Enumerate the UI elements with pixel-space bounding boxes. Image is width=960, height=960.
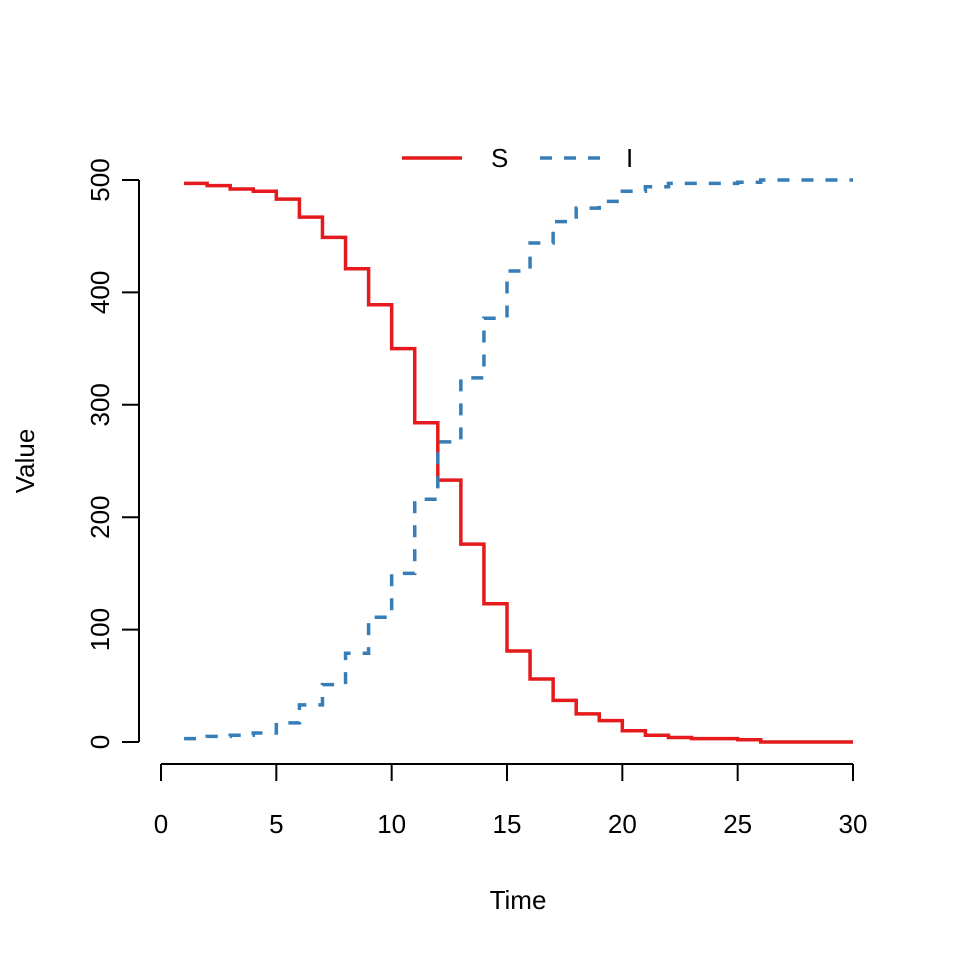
y-axis-title: Value <box>10 429 40 494</box>
legend-label-s: S <box>491 143 508 173</box>
plot-area <box>184 178 853 744</box>
y-tick-label: 200 <box>85 496 115 539</box>
y-tick-label: 0 <box>85 735 115 749</box>
x-axis-title: Time <box>490 885 547 915</box>
y-tick-label: 400 <box>85 271 115 314</box>
x-tick-label: 25 <box>723 809 752 839</box>
y-tick-label: 100 <box>85 608 115 651</box>
series-line-s <box>184 181 853 744</box>
x-tick-label: 30 <box>839 809 868 839</box>
x-tick-label: 10 <box>377 809 406 839</box>
x-axis: 0 5 10 15 20 25 30 <box>154 763 868 839</box>
x-tick-label: 15 <box>493 809 522 839</box>
y-tick-label: 300 <box>85 383 115 426</box>
x-tick-label: 5 <box>269 809 283 839</box>
legend-label-i: I <box>626 143 633 173</box>
y-tick-label: 500 <box>85 158 115 201</box>
x-tick-label: 20 <box>608 809 637 839</box>
legend: S I <box>402 143 633 173</box>
x-tick-label: 0 <box>154 809 168 839</box>
series-line-i <box>184 178 853 741</box>
y-axis: 0 100 200 300 400 500 <box>85 158 140 749</box>
